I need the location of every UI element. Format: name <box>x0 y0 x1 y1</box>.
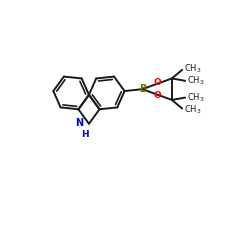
Text: N: N <box>75 118 84 128</box>
Text: CH$_3$: CH$_3$ <box>184 103 202 116</box>
Text: CH$_3$: CH$_3$ <box>187 92 205 104</box>
Text: CH$_3$: CH$_3$ <box>187 74 205 86</box>
Text: CH$_3$: CH$_3$ <box>184 62 202 75</box>
Text: B: B <box>139 84 146 94</box>
Text: O: O <box>154 91 162 100</box>
Text: H: H <box>81 130 88 139</box>
Text: O: O <box>154 78 162 87</box>
